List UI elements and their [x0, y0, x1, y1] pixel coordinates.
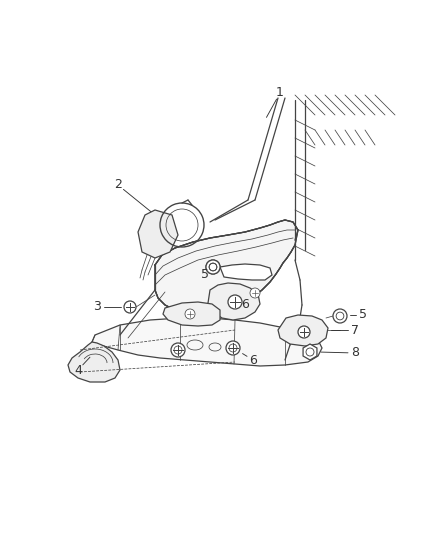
Text: 6: 6: [241, 298, 249, 311]
Text: 1: 1: [276, 86, 284, 100]
Text: 5: 5: [201, 269, 209, 281]
Text: 8: 8: [351, 346, 359, 359]
Polygon shape: [155, 220, 298, 314]
Text: 2: 2: [114, 179, 122, 191]
Text: 6: 6: [249, 353, 257, 367]
Polygon shape: [138, 210, 178, 258]
Circle shape: [250, 288, 260, 298]
Text: 3: 3: [93, 301, 101, 313]
Text: 4: 4: [74, 364, 82, 376]
Circle shape: [185, 309, 195, 319]
Polygon shape: [303, 344, 317, 360]
Circle shape: [333, 309, 347, 323]
Polygon shape: [278, 315, 328, 346]
Circle shape: [174, 346, 182, 354]
Polygon shape: [92, 318, 322, 366]
Text: 7: 7: [351, 324, 359, 336]
Circle shape: [206, 260, 220, 274]
Circle shape: [298, 326, 310, 338]
Circle shape: [171, 343, 185, 357]
Circle shape: [229, 344, 237, 352]
Circle shape: [226, 341, 240, 355]
Polygon shape: [163, 302, 220, 326]
Circle shape: [124, 301, 136, 313]
Text: 5: 5: [359, 309, 367, 321]
Circle shape: [206, 260, 220, 274]
Polygon shape: [220, 264, 272, 280]
Polygon shape: [208, 283, 260, 320]
Polygon shape: [68, 342, 120, 382]
Circle shape: [228, 295, 242, 309]
